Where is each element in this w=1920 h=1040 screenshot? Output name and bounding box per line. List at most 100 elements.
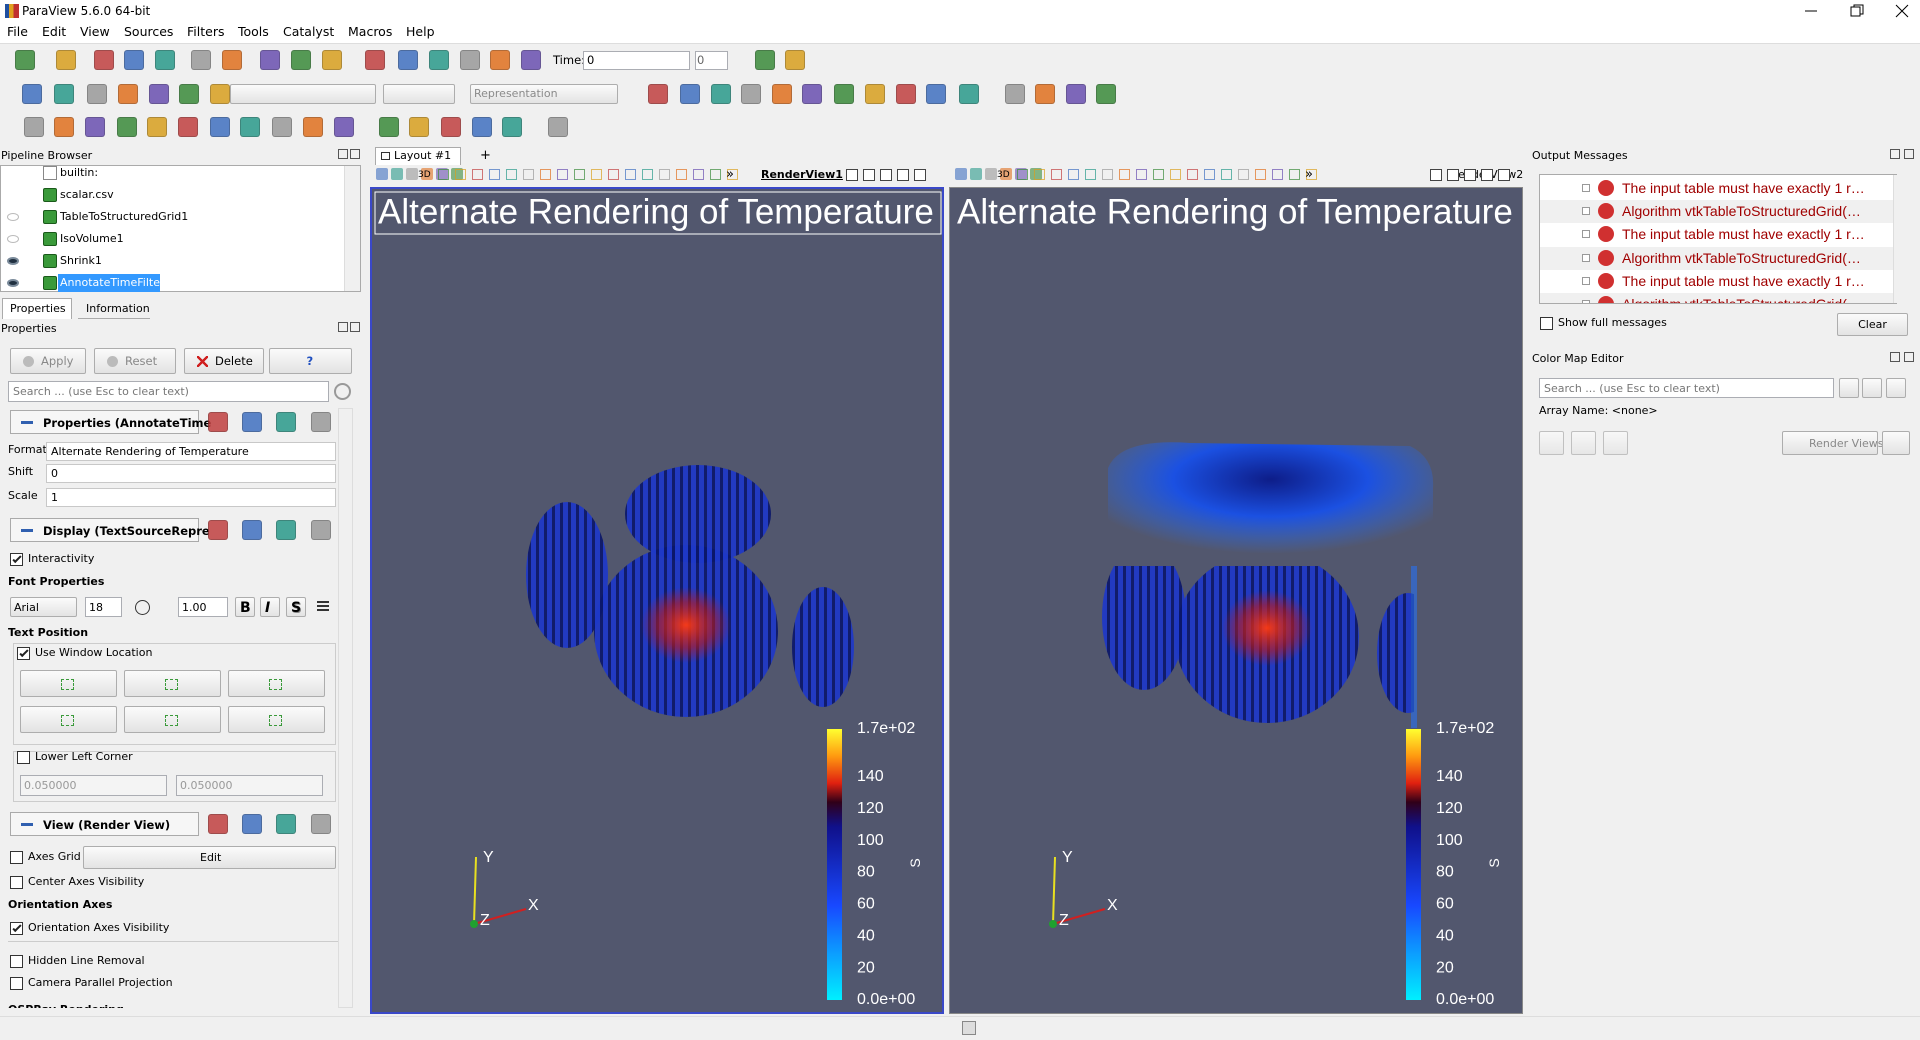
expander[interactable]: [1582, 300, 1590, 303]
tool-button[interactable]: [834, 84, 854, 104]
render-view[interactable]: Alternate Rendering of Temperature 1.7e+0…: [949, 187, 1523, 1014]
view-tool[interactable]: [625, 169, 636, 180]
tool-button[interactable]: [24, 117, 44, 137]
view-tool[interactable]: [710, 169, 721, 180]
expander[interactable]: [1582, 184, 1590, 192]
checkbox[interactable]: [10, 922, 23, 935]
tool-button[interactable]: [1603, 431, 1628, 455]
view-frame-button[interactable]: [880, 169, 892, 181]
section-button[interactable]: [311, 412, 331, 432]
tool-button[interactable]: [85, 117, 105, 137]
view-tool[interactable]: [1255, 169, 1266, 180]
view-tool[interactable]: [642, 169, 653, 180]
collapse-icon[interactable]: [21, 421, 33, 424]
view-tool[interactable]: [1051, 169, 1062, 180]
tool-button[interactable]: [802, 84, 822, 104]
tool-button[interactable]: [1886, 378, 1906, 398]
menu-item[interactable]: File: [7, 24, 28, 39]
section-button[interactable]: [208, 520, 228, 540]
justification[interactable]: [312, 597, 334, 617]
location-button[interactable]: [228, 670, 325, 697]
tool-button[interactable]: [1035, 84, 1055, 104]
close-button[interactable]: [1904, 149, 1914, 159]
pipeline-item[interactable]: scalar.csv: [60, 188, 114, 201]
location-button[interactable]: [228, 706, 325, 733]
tool-button[interactable]: [334, 117, 354, 137]
view-tool[interactable]: [1034, 169, 1045, 180]
tool-button[interactable]: [490, 50, 510, 70]
tool-button[interactable]: [398, 50, 418, 70]
pipeline-item[interactable]: Shrink1: [60, 254, 102, 267]
section-button[interactable]: [276, 814, 296, 834]
view-frame-button[interactable]: [914, 169, 926, 181]
view-tool[interactable]: [1272, 169, 1283, 180]
view-tool[interactable]: [523, 169, 534, 180]
tool-button[interactable]: [149, 84, 169, 104]
collapse-icon[interactable]: [21, 529, 33, 532]
tool-button[interactable]: [272, 117, 292, 137]
view-tool[interactable]: [676, 169, 687, 180]
checkbox[interactable]: [1540, 317, 1553, 330]
checkbox[interactable]: [17, 647, 30, 660]
view-tool[interactable]: [1119, 169, 1130, 180]
combo-box[interactable]: [230, 84, 376, 104]
tool-button[interactable]: [118, 84, 138, 104]
close-button[interactable]: [350, 149, 360, 159]
tool-button[interactable]: [379, 117, 399, 137]
view-tool[interactable]: [727, 169, 738, 180]
tool-button[interactable]: [56, 50, 76, 70]
section-button[interactable]: [276, 520, 296, 540]
color-button[interactable]: [135, 600, 150, 615]
section-button[interactable]: [242, 814, 262, 834]
menu-item[interactable]: Macros: [348, 24, 393, 39]
style-button[interactable]: B: [235, 597, 255, 617]
tool-button[interactable]: [240, 117, 260, 137]
checkbox[interactable]: [10, 553, 23, 566]
view-frame-button[interactable]: [846, 169, 858, 181]
pipeline-item[interactable]: TableToStructuredGrid1: [60, 210, 189, 223]
tool-button[interactable]: [865, 84, 885, 104]
pipeline-item[interactable]: IsoVolume1: [60, 232, 124, 245]
view-tool[interactable]: [1068, 169, 1079, 180]
view-frame-button[interactable]: [1430, 169, 1442, 181]
section-button[interactable]: [208, 814, 228, 834]
edit-button[interactable]: Edit: [83, 846, 336, 869]
text-field[interactable]: 0: [46, 464, 336, 483]
checkbox[interactable]: [10, 851, 23, 864]
checkbox[interactable]: [17, 751, 30, 764]
view-tool[interactable]: [1238, 169, 1249, 180]
tool-button[interactable]: [210, 117, 230, 137]
expander[interactable]: [1582, 207, 1590, 216]
status-icon[interactable]: [962, 1021, 976, 1035]
float-button[interactable]: [338, 149, 348, 159]
render-view[interactable]: Alternate Rendering of Temperature 1.7e+0…: [370, 187, 944, 1014]
view-tool[interactable]: [472, 169, 483, 180]
checkbox[interactable]: [10, 876, 23, 889]
tool-button[interactable]: [755, 50, 775, 70]
view-tool[interactable]: [591, 169, 602, 180]
view-tool[interactable]: [406, 168, 418, 180]
tool-button[interactable]: [648, 84, 668, 104]
view-tool[interactable]: [574, 169, 585, 180]
tool-button[interactable]: [1005, 84, 1025, 104]
tool-button[interactable]: [54, 84, 74, 104]
view-tool[interactable]: [1015, 168, 1027, 180]
view-tool[interactable]: [1102, 169, 1113, 180]
view-tool[interactable]: [436, 168, 448, 180]
section-button[interactable]: [276, 412, 296, 432]
view-tool[interactable]: [955, 168, 967, 180]
clear-button[interactable]: Clear: [1837, 313, 1908, 336]
render-views-button[interactable]: Render Views: [1782, 431, 1884, 455]
float-button[interactable]: [338, 322, 348, 332]
location-button[interactable]: [124, 670, 221, 697]
view-tool[interactable]: [985, 168, 997, 180]
tool-button[interactable]: [959, 84, 979, 104]
font-size-spin[interactable]: 18: [85, 597, 122, 617]
text-field[interactable]: 1: [46, 488, 336, 507]
view-frame-button[interactable]: [1447, 169, 1459, 181]
tool-button[interactable]: [1539, 431, 1564, 455]
tool-button[interactable]: [521, 50, 541, 70]
tab[interactable]: [78, 298, 150, 319]
opacity-spin[interactable]: 1.00: [178, 597, 228, 617]
view-tool[interactable]: [376, 168, 388, 180]
